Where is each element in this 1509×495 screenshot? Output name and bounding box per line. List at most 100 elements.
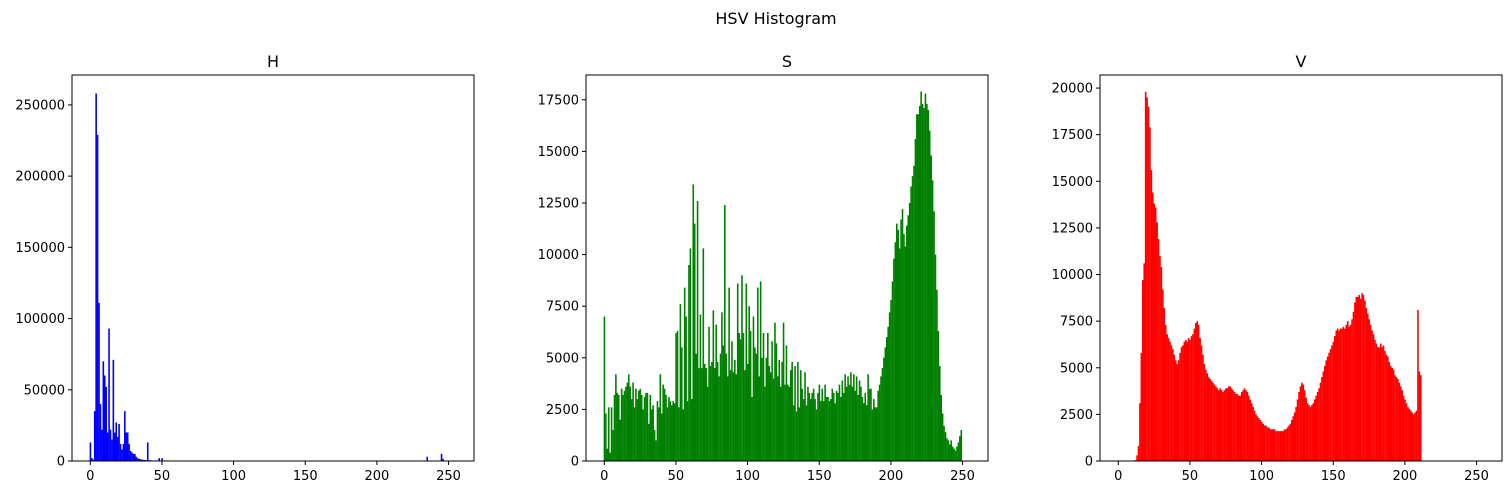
- bar: [1207, 377, 1210, 461]
- bar: [1344, 328, 1346, 461]
- y-tick-label: 17500: [1052, 128, 1093, 143]
- bar: [754, 347, 756, 461]
- bar: [1313, 399, 1316, 461]
- bar: [923, 108, 925, 461]
- bar: [802, 399, 805, 461]
- y-tick-label: 0: [1085, 455, 1093, 470]
- bar: [917, 114, 920, 461]
- chart-title-v: V: [1296, 52, 1307, 71]
- bar: [1173, 354, 1176, 461]
- y-tick-label: 0: [57, 455, 65, 470]
- bar: [1316, 392, 1319, 461]
- bars: [1134, 91, 1422, 462]
- bar: [650, 409, 653, 461]
- bar: [927, 110, 930, 461]
- bar: [1167, 337, 1170, 461]
- bar: [93, 411, 96, 461]
- bar: [721, 312, 723, 461]
- bar: [1239, 395, 1242, 461]
- bar: [1377, 347, 1379, 461]
- bar: [1256, 416, 1259, 461]
- bar: [655, 440, 657, 461]
- bar: [1339, 328, 1342, 461]
- x-tick-label: 200: [1392, 469, 1417, 484]
- bar: [764, 386, 766, 461]
- bar: [1322, 371, 1325, 461]
- bar: [957, 442, 960, 461]
- bar: [941, 413, 944, 461]
- bar: [1309, 406, 1312, 461]
- bar: [1272, 429, 1274, 461]
- bar: [805, 405, 808, 461]
- bar: [1140, 352, 1143, 461]
- bar: [827, 397, 829, 461]
- bar: [877, 390, 879, 461]
- y-tick-label: 15000: [538, 145, 579, 160]
- bar: [934, 254, 937, 461]
- bar: [623, 390, 626, 461]
- bar: [937, 330, 940, 461]
- bar: [675, 333, 677, 461]
- bar: [1336, 328, 1339, 461]
- bar: [1379, 343, 1382, 461]
- bar: [1212, 382, 1214, 461]
- bar: [1246, 392, 1249, 461]
- bar: [943, 425, 945, 461]
- bar: [701, 368, 703, 461]
- bar: [1235, 393, 1237, 461]
- bar: [916, 114, 918, 461]
- bar: [853, 374, 855, 461]
- bar: [1358, 295, 1360, 461]
- bar: [758, 376, 760, 461]
- y-tick-label: 100000: [15, 312, 65, 327]
- bar: [1384, 350, 1386, 461]
- bar: [726, 376, 729, 461]
- bar: [897, 229, 900, 461]
- bar: [695, 353, 697, 461]
- bar: [729, 370, 732, 461]
- bar: [1404, 399, 1406, 461]
- bar: [821, 388, 824, 461]
- bar: [1415, 410, 1418, 461]
- y-tick-label: 2500: [1060, 408, 1093, 423]
- bar: [161, 458, 163, 461]
- bar: [814, 399, 816, 461]
- bar: [831, 388, 834, 461]
- bar: [89, 442, 92, 461]
- bar: [1233, 392, 1236, 461]
- bar: [1420, 375, 1422, 461]
- bar: [126, 432, 129, 461]
- bar: [1209, 378, 1211, 461]
- bar: [158, 458, 161, 461]
- bar: [1395, 377, 1398, 461]
- bar: [132, 453, 135, 461]
- bar: [1345, 324, 1348, 461]
- bar: [817, 392, 819, 461]
- bar: [134, 453, 136, 461]
- figure-suptitle: HSV Histogram: [715, 9, 836, 28]
- bar: [1282, 431, 1285, 461]
- bar: [1182, 345, 1184, 461]
- bar: [640, 394, 643, 461]
- bar: [891, 281, 894, 461]
- bar: [864, 392, 867, 461]
- bar: [99, 404, 102, 461]
- bar: [1341, 328, 1343, 461]
- bar: [1412, 414, 1415, 461]
- chart-title-s: S: [782, 52, 792, 71]
- bar: [1394, 375, 1396, 461]
- bar: [1299, 386, 1302, 461]
- bar: [1362, 295, 1365, 461]
- bar: [950, 440, 953, 461]
- bar: [1240, 392, 1243, 461]
- bar: [683, 287, 686, 461]
- bar: [807, 386, 809, 461]
- histogram-h: H 0 50 100 150 200 250 0 50000 100000 150000 20000…: [15, 52, 475, 484]
- bar: [616, 392, 619, 461]
- bar: [1331, 345, 1333, 461]
- bar: [893, 258, 895, 461]
- bar: [1150, 170, 1153, 461]
- bar: [1349, 324, 1352, 461]
- bar: [918, 105, 921, 462]
- bar: [936, 289, 938, 461]
